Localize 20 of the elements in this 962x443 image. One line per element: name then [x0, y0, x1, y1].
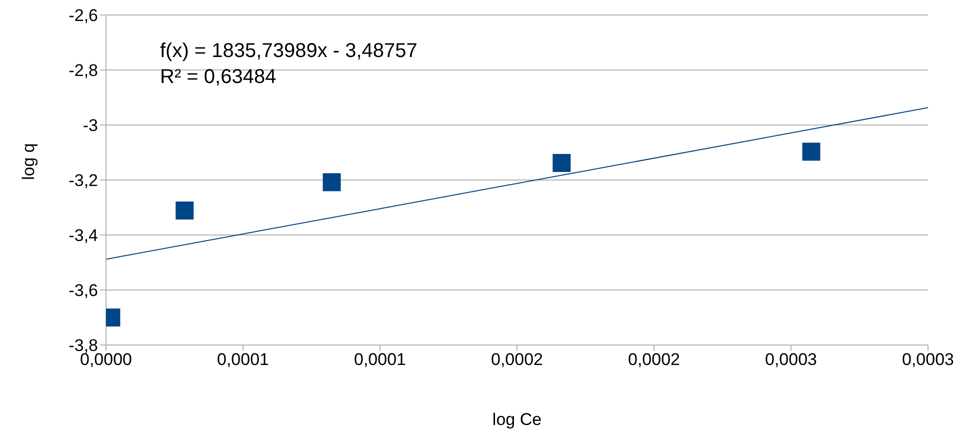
annotation: f(x) = 1835,73989x - 3,48757: [160, 39, 418, 64]
y-tick-label: -3,2: [68, 171, 98, 190]
x-tick-label: 0,0001: [217, 350, 269, 370]
x-tick-label: 0,0002: [628, 350, 680, 370]
point: [552, 154, 571, 172]
y-axis-title: log q: [19, 143, 38, 180]
y-tick-label: -3: [82, 116, 98, 136]
x-tick-label: 0,0001: [354, 350, 406, 370]
point: [176, 202, 194, 220]
point: [802, 142, 820, 161]
x-tick-label: 0,0002: [491, 350, 543, 370]
x-axis-title: log Ce: [492, 410, 542, 429]
y-tick-label: -3,4: [68, 226, 98, 246]
x-tick-label: 0,0003: [902, 350, 954, 370]
y-tick-label: -2,8: [68, 61, 98, 80]
annotation: R² = 0,63484: [160, 65, 278, 90]
y-tick-label: -2,6: [68, 6, 98, 26]
point: [322, 173, 341, 192]
y-tick-label: -3,6: [68, 281, 98, 300]
x-tick-label: 0,0003: [765, 350, 817, 370]
